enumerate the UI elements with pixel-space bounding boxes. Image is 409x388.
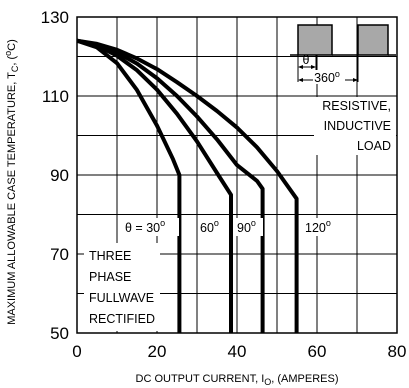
x-tick-label: 0 — [72, 342, 81, 361]
waveform-theta-arrow-right — [311, 65, 316, 69]
load-annotation: RESISTIVE, INDUCTIVE LOAD — [314, 97, 396, 155]
curve-series-3 — [76, 38, 265, 333]
angle-label-120: 120o — [305, 218, 331, 235]
y-axis-label-main: MAXIMUM ALLOWABLE CASE TEMPERATURE, T — [6, 72, 18, 325]
waveform-period-value: 360 — [314, 71, 335, 85]
y-tick-label: 130 — [41, 8, 69, 27]
x-axis-label: DC OUTPUT CURRENT, IO, (AMPERES) — [136, 373, 339, 387]
angle-label-30: θ = 30o — [125, 218, 165, 235]
circuit-annotation-bg — [84, 243, 160, 331]
angle-labels: θ = 30o 60o 90o 120o — [123, 218, 340, 236]
x-tick-label: 80 — [388, 342, 407, 361]
angle-label-120-value: 120 — [305, 221, 326, 235]
waveform-theta-label: θ — [303, 53, 310, 67]
y-axis-label: MAXIMUM ALLOWABLE CASE TEMPERATURE, TC, … — [3, 39, 20, 325]
angle-label-bg-2 — [198, 218, 228, 236]
x-tick-labels: 0 20 40 60 80 — [72, 342, 406, 361]
y-tick-label: 50 — [50, 324, 69, 343]
waveform-period-arrow-left — [298, 78, 303, 82]
angle-label-120-deg: o — [326, 218, 331, 228]
curve-series-4 — [76, 38, 299, 333]
load-line-1: RESISTIVE, — [322, 99, 391, 113]
angle-label-90-value: 90 — [237, 221, 251, 235]
angle-label-90-deg: o — [251, 218, 256, 228]
y-tick-label: 110 — [42, 87, 69, 106]
angle-label-30-value: 30 — [146, 221, 160, 235]
angle-label-bg-3 — [235, 218, 263, 236]
waveform-pulse-1 — [297, 24, 333, 56]
circuit-line-3: FULLWAVE — [89, 291, 154, 305]
angle-label-30-deg: o — [160, 218, 165, 228]
waveform-period-label: 360o — [314, 69, 340, 85]
curves — [76, 38, 299, 333]
x-axis-label-main: DC OUTPUT CURRENT, I — [136, 373, 265, 385]
y-axis-label-deg: o — [3, 51, 13, 56]
circuit-line-4: RECTIFIED — [89, 312, 155, 326]
y-tick-label: 70 — [50, 245, 69, 264]
waveform-pulse-2 — [357, 24, 389, 56]
y-axis-label-unit: C) — [6, 39, 18, 51]
angle-label-30-prefix: θ = — [125, 221, 146, 235]
angle-label-bg-1 — [123, 218, 179, 236]
circuit-line-1: THREE — [89, 249, 131, 263]
angle-label-60-deg: o — [214, 218, 219, 228]
curve-series-1 — [76, 38, 182, 333]
load-line-3: LOAD — [357, 139, 391, 153]
y-tick-labels: 50 70 90 110 130 — [41, 8, 69, 343]
waveform-period-arrow-right — [353, 78, 358, 82]
x-tick-label: 20 — [148, 342, 167, 361]
waveform-period-deg: o — [335, 69, 340, 79]
waveform-theta-arrow-left — [298, 65, 303, 69]
y-axis-label-rest: , ( — [6, 56, 18, 66]
angle-label-60-value: 60 — [200, 221, 214, 235]
angle-label-60: 60o — [200, 218, 219, 235]
load-annotation-bg — [314, 97, 396, 155]
y-tick-label: 90 — [50, 166, 69, 185]
grid — [77, 17, 397, 333]
x-tick-label: 40 — [228, 342, 247, 361]
waveform-inset: θ 360o — [290, 24, 396, 85]
y-axis-label-sub: C — [10, 65, 20, 72]
circuit-line-2: PHASE — [89, 270, 131, 284]
x-tick-label: 60 — [308, 342, 327, 361]
load-line-2: INDUCTIVE — [324, 119, 391, 133]
waveform-period-label-bg — [313, 70, 345, 84]
angle-label-90: 90o — [237, 218, 256, 235]
plot-frame — [76, 16, 398, 334]
circuit-annotation: THREE PHASE FULLWAVE RECTIFIED — [84, 243, 160, 331]
x-axis-label-sub: O — [264, 377, 271, 387]
angle-label-bg-4 — [303, 218, 340, 236]
x-axis-label-rest: , (AMPERES) — [271, 373, 338, 385]
